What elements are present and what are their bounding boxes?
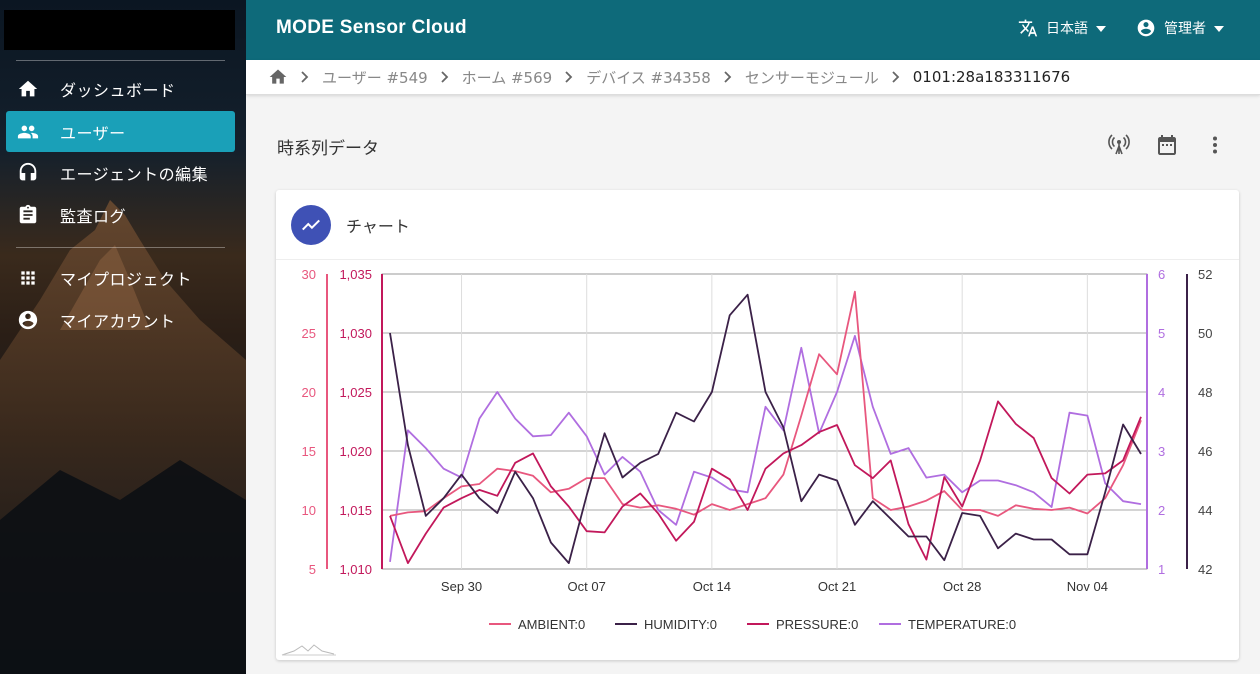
account-circle-icon [6, 309, 50, 331]
sidebar-item-dashboard[interactable]: ダッシュボード [6, 68, 235, 109]
temperature-axis-tick-label: 5 [1158, 326, 1165, 341]
pressure-axis-tick-label: 1,035 [339, 267, 372, 282]
x-tick-label: Sep 30 [441, 579, 482, 594]
series-line-temperature [389, 335, 1142, 563]
home-icon[interactable] [268, 67, 288, 87]
legend-label: PRESSURE:0 [776, 617, 858, 632]
temperature-axis-tick-label: 6 [1158, 267, 1165, 282]
sidebar-item-my-account[interactable]: マイアカウント [6, 299, 235, 340]
card-header: チャート [276, 190, 1239, 260]
sidebar-item-my-projects[interactable]: マイプロジェクト [6, 257, 235, 298]
home-icon [6, 78, 50, 100]
chart-avatar [291, 205, 331, 245]
pressure-axis-tick-label: 1,030 [339, 326, 372, 341]
humidity-axis-tick-label: 44 [1198, 503, 1212, 518]
breadcrumb-item-sensor-id: 0101:28a183311676 [912, 68, 1071, 86]
sidebar: ダッシュボード ユーザー エージェントの編集 監査ログ マイプロジェクト マイア… [0, 0, 246, 674]
humidity-axis-tick-label: 50 [1198, 326, 1212, 341]
sidebar-item-label: 監査ログ [60, 206, 127, 226]
trending-up-icon [300, 214, 322, 236]
humidity-axis-tick-label: 48 [1198, 385, 1212, 400]
ambient-axis-tick-label: 20 [302, 385, 316, 400]
ambient-axis-tick-label: 5 [309, 562, 316, 577]
legend-label: HUMIDITY:0 [644, 617, 717, 632]
pressure-axis-tick-label: 1,015 [339, 503, 372, 518]
ambient-axis-tick-label: 30 [302, 267, 316, 282]
sidebar-item-label: マイプロジェクト [60, 269, 193, 289]
humidity-axis-tick-label: 52 [1198, 267, 1212, 282]
breadcrumb-item-sensor-module[interactable]: センサーモジュール [744, 68, 879, 87]
sidebar-item-label: マイアカウント [60, 311, 176, 331]
sidebar-item-label: ユーザー [60, 123, 126, 143]
breadcrumb-item-home[interactable]: ホーム #569 [461, 68, 553, 87]
more-vert-icon[interactable] [1203, 133, 1227, 161]
people-icon [6, 121, 50, 143]
legend-label: AMBIENT:0 [518, 617, 585, 632]
sidebar-item-label: ダッシュボード [60, 80, 176, 100]
app-topbar: MODE Sensor Cloud 日本語 管理者 [246, 0, 1260, 60]
series-line-humidity [389, 293, 1142, 565]
dropdown-caret-icon [1214, 20, 1224, 36]
x-tick-label: Oct 28 [943, 579, 981, 594]
chevron-right-icon [301, 71, 309, 83]
time-series-chart: Sep 30 Oct 07 Oct 14 Oct 21 Oct 28 Nov 043025… [281, 267, 1212, 656]
chart-card: チャート [276, 190, 1239, 660]
chevron-right-icon [892, 71, 900, 83]
temperature-axis-tick-label: 3 [1158, 444, 1165, 459]
pressure-axis-tick-label: 1,010 [339, 562, 372, 577]
overview-sparkline [281, 644, 335, 656]
chevron-right-icon [441, 71, 449, 83]
dropdown-caret-icon [1096, 20, 1106, 36]
sidebar-item-audit-log[interactable]: 監査ログ [6, 194, 235, 235]
pressure-axis-tick-label: 1,025 [339, 385, 372, 400]
sidebar-divider [16, 60, 225, 61]
plot-area [381, 273, 1148, 570]
chevron-right-icon [724, 71, 732, 83]
apps-grid-icon [6, 268, 50, 288]
series-line-ambient [389, 290, 1142, 517]
user-menu[interactable]: 管理者 [1136, 18, 1224, 38]
headset-icon [6, 162, 50, 184]
sidebar-background-image [0, 200, 246, 674]
humidity-axis-tick-label: 42 [1198, 562, 1212, 577]
temperature-axis-tick-label: 1 [1158, 562, 1165, 577]
breadcrumb-item-user[interactable]: ユーザー #549 [322, 68, 428, 87]
card-title: チャート [346, 217, 410, 236]
ambient-axis-tick-label: 25 [302, 326, 316, 341]
humidity-axis-tick-label: 46 [1198, 444, 1212, 459]
x-tick-label: Nov 04 [1067, 579, 1108, 594]
language-menu[interactable]: 日本語 [1018, 18, 1106, 38]
logo-placeholder [4, 10, 235, 50]
sidebar-item-agent-edit[interactable]: エージェントの編集 [6, 152, 235, 193]
chevron-right-icon [565, 71, 573, 83]
user-label: 管理者 [1164, 21, 1206, 37]
breadcrumb: ユーザー #549 ホーム #569 デバイス #34358 センサーモジュール… [246, 60, 1260, 95]
x-tick-label: Oct 21 [818, 579, 856, 594]
antenna-icon[interactable] [1107, 133, 1131, 161]
sidebar-divider [16, 247, 225, 248]
pressure-axis-tick-label: 1,020 [339, 444, 372, 459]
series-line-pressure [389, 400, 1142, 565]
ambient-axis-tick-label: 15 [302, 444, 316, 459]
sidebar-item-label: エージェントの編集 [60, 164, 209, 184]
temperature-axis-tick-label: 2 [1158, 503, 1165, 518]
breadcrumb-item-device[interactable]: デバイス #34358 [586, 68, 711, 87]
x-tick-label: Oct 07 [568, 579, 606, 594]
legend-label: TEMPERATURE:0 [908, 617, 1016, 632]
translate-icon [1018, 18, 1038, 38]
app-title: MODE Sensor Cloud [276, 17, 467, 38]
language-label: 日本語 [1046, 21, 1088, 37]
x-tick-label: Oct 14 [693, 579, 731, 594]
account-circle-icon [1136, 18, 1156, 38]
calendar-icon[interactable] [1155, 133, 1179, 161]
temperature-axis-tick-label: 4 [1158, 385, 1165, 400]
clipboard-icon [6, 204, 50, 226]
ambient-axis-tick-label: 10 [302, 503, 316, 518]
page-title: 時系列データ [277, 139, 379, 159]
sidebar-item-users[interactable]: ユーザー [6, 111, 235, 152]
